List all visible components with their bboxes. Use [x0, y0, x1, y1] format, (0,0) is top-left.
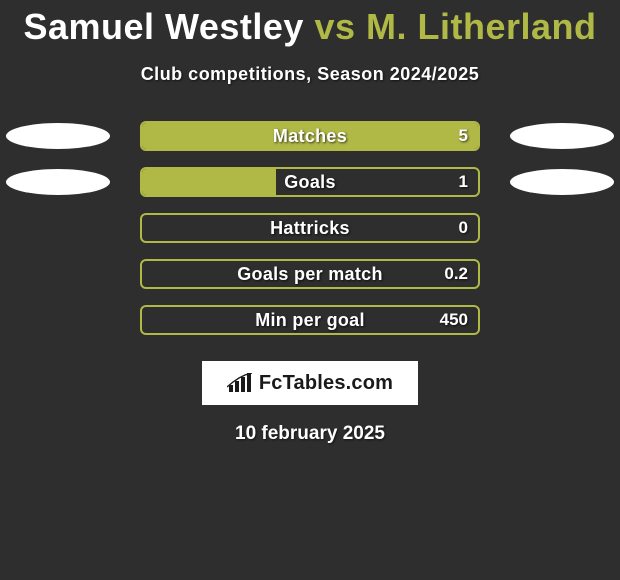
stat-row: Goals per match0.2 [0, 251, 620, 297]
stat-bar: Hattricks0 [140, 213, 480, 243]
stat-value: 0.2 [444, 261, 468, 287]
page-title: Samuel Westley vs M. Litherland [0, 0, 620, 52]
player1-name: Samuel Westley [23, 6, 303, 47]
stat-label: Goals [142, 169, 478, 195]
left-oval [6, 169, 110, 195]
fctables-logo: FcTables.com [202, 361, 418, 405]
stat-value: 5 [459, 123, 468, 149]
stat-row: Min per goal450 [0, 297, 620, 343]
stat-bar: Min per goal450 [140, 305, 480, 335]
stat-bar: Matches5 [140, 121, 480, 151]
logo-text: FcTables.com [259, 372, 393, 395]
stat-value: 0 [459, 215, 468, 241]
left-oval [6, 123, 110, 149]
stat-value: 450 [440, 307, 468, 333]
stat-row: Hattricks0 [0, 205, 620, 251]
stat-label: Matches [142, 123, 478, 149]
stat-bar: Goals1 [140, 167, 480, 197]
stat-label: Min per goal [142, 307, 478, 333]
snapshot-date: 10 february 2025 [0, 423, 620, 445]
right-oval [510, 169, 614, 195]
vs-text: vs [314, 6, 355, 47]
stat-row: Matches5 [0, 113, 620, 159]
stat-row: Goals1 [0, 159, 620, 205]
stat-label: Hattricks [142, 215, 478, 241]
subtitle: Club competitions, Season 2024/2025 [0, 64, 620, 85]
stat-bar: Goals per match0.2 [140, 259, 480, 289]
stat-label: Goals per match [142, 261, 478, 287]
right-oval [510, 123, 614, 149]
stat-value: 1 [459, 169, 468, 195]
bar-chart-icon [227, 373, 253, 393]
player2-name: M. Litherland [366, 6, 597, 47]
stat-rows: Matches5Goals1Hattricks0Goals per match0… [0, 113, 620, 343]
